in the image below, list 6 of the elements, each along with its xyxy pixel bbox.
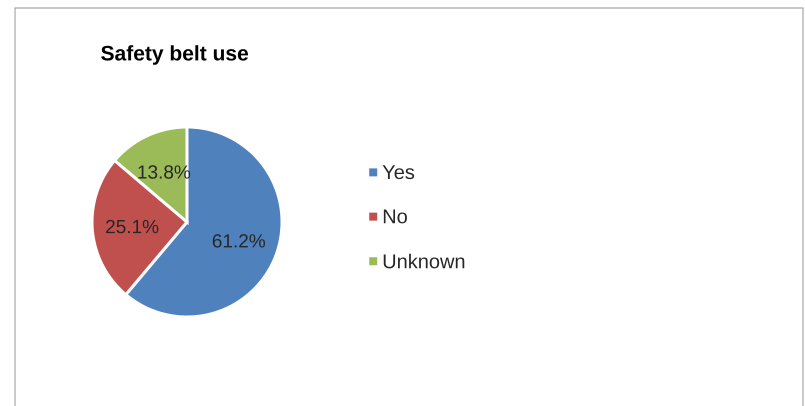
data-label: 61.2% bbox=[212, 234, 266, 248]
legend-label: No bbox=[384, 209, 407, 224]
data-label: 25.1% bbox=[106, 220, 158, 234]
legend-label: Yes bbox=[382, 165, 414, 180]
legend-label: Unknown bbox=[384, 254, 464, 268]
chart-title: Safety belt use bbox=[101, 45, 248, 65]
